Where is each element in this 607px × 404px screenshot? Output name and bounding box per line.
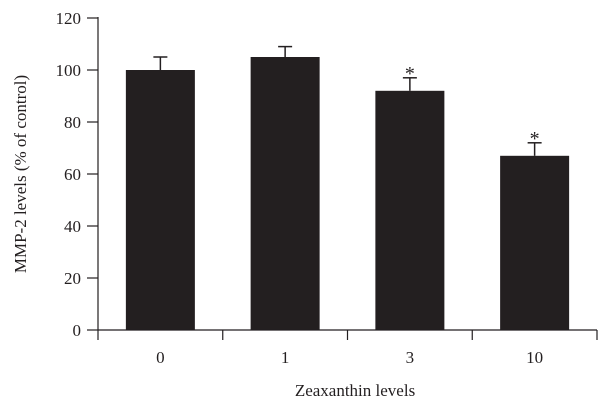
- y-axis-label: MMP-2 levels (% of control): [11, 75, 30, 273]
- significance-markers: **: [405, 63, 540, 150]
- y-tick-label: 120: [56, 9, 82, 28]
- x-tick-label: 3: [406, 348, 415, 367]
- y-tick-label: 100: [56, 61, 82, 80]
- bars: [125, 57, 570, 330]
- x-axis-ticks: 0 1 3 10: [97, 330, 598, 367]
- significance-marker: *: [405, 63, 415, 85]
- x-tick-label: 0: [156, 348, 165, 367]
- x-tick-label: 10: [526, 348, 543, 367]
- y-tick-label: 60: [64, 165, 81, 184]
- significance-marker: *: [530, 128, 540, 150]
- bar: [375, 90, 445, 330]
- x-tick-label: 1: [281, 348, 290, 367]
- x-axis-label: Zeaxanthin levels: [295, 381, 415, 400]
- y-tick-label: 40: [64, 217, 81, 236]
- bar: [500, 155, 570, 330]
- bar: [125, 70, 195, 330]
- y-tick-label: 0: [73, 321, 82, 340]
- y-axis-ticks: 0 20 40 60 80 100 120: [56, 9, 98, 340]
- y-tick-label: 20: [64, 269, 81, 288]
- bar: [250, 57, 320, 330]
- y-tick-label: 80: [64, 113, 81, 132]
- error-bars: [153, 45, 542, 156]
